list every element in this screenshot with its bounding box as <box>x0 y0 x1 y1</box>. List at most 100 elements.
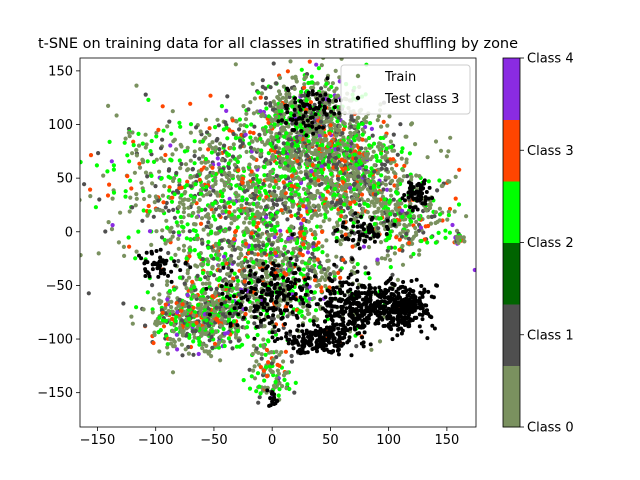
train-point <box>264 106 269 111</box>
test-point <box>390 337 395 342</box>
train-point <box>106 103 111 108</box>
train-point <box>276 185 281 190</box>
train-point <box>262 345 267 350</box>
train-point <box>163 305 168 311</box>
train-point <box>423 207 428 212</box>
train-point <box>237 186 243 191</box>
train-point <box>314 62 319 67</box>
test-point <box>422 289 427 294</box>
test-point <box>388 299 393 304</box>
train-point <box>411 251 416 257</box>
train-point <box>179 318 185 323</box>
train-point <box>218 225 223 230</box>
train-point <box>234 183 239 188</box>
train-point <box>244 325 250 330</box>
train-point <box>208 270 213 275</box>
train-point <box>410 236 415 241</box>
train-point <box>197 156 202 161</box>
train-point <box>425 240 430 245</box>
train-point <box>364 120 369 125</box>
train-point <box>272 194 277 199</box>
train-point <box>118 210 123 215</box>
train-point <box>179 161 184 167</box>
train-point <box>229 288 234 293</box>
train-point <box>394 163 399 168</box>
train-point <box>232 209 237 214</box>
train-point <box>332 89 337 94</box>
test-point <box>368 303 373 308</box>
train-point <box>125 153 130 158</box>
train-point <box>241 378 246 383</box>
train-point <box>151 159 157 164</box>
train-point <box>335 162 340 167</box>
train-point <box>181 248 186 253</box>
train-point <box>294 134 299 140</box>
train-point <box>229 221 234 226</box>
test-point <box>350 291 355 296</box>
train-point <box>299 67 304 72</box>
train-point <box>147 209 152 214</box>
train-point <box>432 214 437 219</box>
train-point <box>257 395 262 400</box>
train-point <box>323 101 328 106</box>
train-point <box>140 218 145 223</box>
test-point <box>383 281 388 286</box>
train-point <box>251 176 256 181</box>
train-point <box>203 207 208 212</box>
train-point <box>258 365 263 370</box>
train-point <box>334 133 339 138</box>
test-point <box>368 295 373 300</box>
train-point <box>361 244 366 249</box>
train-point <box>110 223 115 228</box>
train-point <box>287 268 292 273</box>
train-point <box>183 189 188 195</box>
train-point <box>315 213 320 218</box>
train-point <box>204 184 209 190</box>
train-point <box>426 179 431 184</box>
train-point <box>303 172 309 177</box>
train-point <box>223 120 228 125</box>
train-point <box>312 236 318 241</box>
test-point <box>394 296 399 301</box>
train-point <box>192 248 197 253</box>
train-point <box>269 350 274 355</box>
train-point <box>213 145 218 150</box>
train-point <box>255 233 260 238</box>
train-point <box>294 153 299 158</box>
test-point <box>342 293 347 298</box>
train-point <box>227 170 232 175</box>
train-point <box>290 199 296 204</box>
train-point <box>218 334 223 339</box>
train-point <box>211 256 216 261</box>
train-point <box>149 138 154 144</box>
train-point <box>190 279 195 284</box>
train-point <box>267 173 272 178</box>
train-point <box>230 118 235 123</box>
train-point <box>338 170 343 175</box>
train-point <box>122 140 127 145</box>
train-point <box>425 155 430 160</box>
train-point <box>305 250 311 255</box>
train-point <box>248 135 253 140</box>
train-point <box>205 270 210 275</box>
train-point <box>376 206 381 211</box>
train-point <box>298 170 303 175</box>
train-point <box>355 197 360 202</box>
train-point <box>278 92 283 97</box>
train-point <box>337 124 342 129</box>
train-point <box>217 205 223 210</box>
train-point <box>319 181 324 186</box>
train-point <box>236 168 241 173</box>
train-point <box>181 210 186 215</box>
train-point <box>243 117 249 122</box>
train-point <box>231 131 236 137</box>
test-point <box>407 324 412 329</box>
train-point <box>377 147 382 152</box>
test-point <box>401 289 406 294</box>
train-point <box>257 180 262 185</box>
train-point <box>237 117 242 122</box>
train-point <box>316 282 321 288</box>
train-point <box>176 258 181 264</box>
train-point <box>151 296 156 301</box>
train-point <box>414 219 419 224</box>
